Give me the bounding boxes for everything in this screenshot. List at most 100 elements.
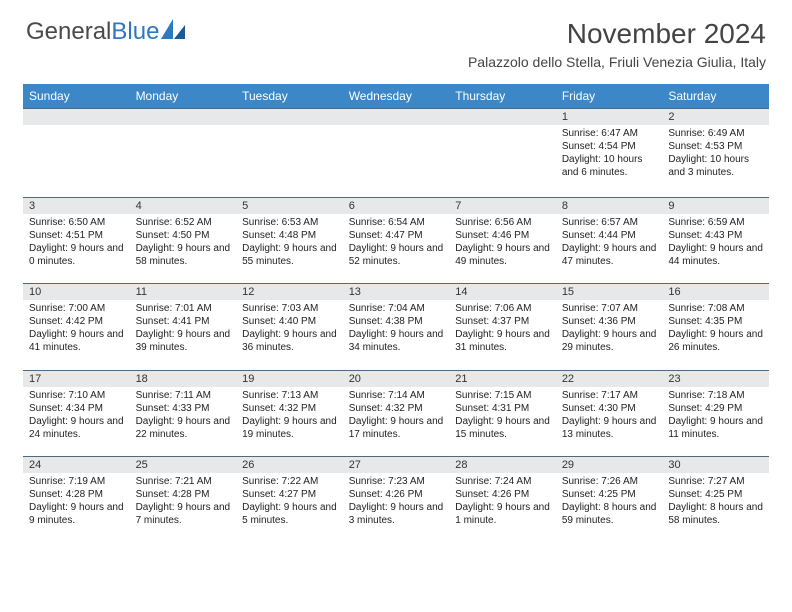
week-daynum-row: 17181920212223 <box>23 370 769 387</box>
sunrise-text: Sunrise: 6:50 AM <box>29 216 126 229</box>
sunset-text: Sunset: 4:54 PM <box>562 140 659 153</box>
calendar-table: Sunday Monday Tuesday Wednesday Thursday… <box>23 84 769 543</box>
day-number: 1 <box>562 111 568 123</box>
day-number: 13 <box>349 286 361 298</box>
sunset-text: Sunset: 4:37 PM <box>455 315 552 328</box>
sunrise-text: Sunrise: 7:15 AM <box>455 389 552 402</box>
day-cell: Sunrise: 6:54 AMSunset: 4:47 PMDaylight:… <box>343 214 450 284</box>
day-number-cell: 10 <box>23 284 130 301</box>
sunset-text: Sunset: 4:40 PM <box>242 315 339 328</box>
day-number-cell: 21 <box>449 370 556 387</box>
day-cell: Sunrise: 7:17 AMSunset: 4:30 PMDaylight:… <box>556 387 663 457</box>
day-number-cell: 28 <box>449 457 556 474</box>
sunrise-text: Sunrise: 7:22 AM <box>242 475 339 488</box>
day-number: 5 <box>242 200 248 212</box>
sunrise-text: Sunrise: 7:04 AM <box>349 302 446 315</box>
day-content: Sunrise: 7:15 AMSunset: 4:31 PMDaylight:… <box>449 387 556 445</box>
day-content: Sunrise: 6:54 AMSunset: 4:47 PMDaylight:… <box>343 214 450 272</box>
day-cell: Sunrise: 6:57 AMSunset: 4:44 PMDaylight:… <box>556 214 663 284</box>
day-content: Sunrise: 7:13 AMSunset: 4:32 PMDaylight:… <box>236 387 343 445</box>
week-body-row: Sunrise: 7:00 AMSunset: 4:42 PM Daylight:… <box>23 300 769 370</box>
sunrise-text: Sunrise: 7:08 AM <box>668 302 765 315</box>
sunset-text: Sunset: 4:42 PM <box>29 315 126 328</box>
day-content: Sunrise: 7:18 AMSunset: 4:29 PMDaylight:… <box>662 387 769 445</box>
day-cell: Sunrise: 6:50 AMSunset: 4:51 PMDaylight:… <box>23 214 130 284</box>
sunrise-text: Sunrise: 7:13 AM <box>242 389 339 402</box>
day-content: Sunrise: 6:52 AMSunset: 4:50 PMDaylight:… <box>130 214 237 272</box>
sunset-text: Sunset: 4:51 PM <box>29 229 126 242</box>
day-cell: Sunrise: 7:00 AMSunset: 4:42 PMDaylight:… <box>23 300 130 370</box>
day-number-cell <box>130 109 237 126</box>
title-block: November 2024 Palazzolo dello Stella, Fr… <box>468 18 766 70</box>
day-cell: Sunrise: 6:53 AMSunset: 4:48 PMDaylight:… <box>236 214 343 284</box>
day-number-cell: 9 <box>662 197 769 214</box>
page-header: GeneralBlue November 2024 Palazzolo dell… <box>0 0 792 74</box>
day-header: Thursday <box>449 84 556 109</box>
sunset-text: Sunset: 4:25 PM <box>562 488 659 501</box>
week-daynum-row: 12 <box>23 109 769 126</box>
day-number-cell: 26 <box>236 457 343 474</box>
sunset-text: Sunset: 4:26 PM <box>349 488 446 501</box>
sunset-text: Sunset: 4:27 PM <box>242 488 339 501</box>
day-number-cell: 4 <box>130 197 237 214</box>
brand-part1: General <box>26 18 111 46</box>
daylight-text: Daylight: 9 hours and 22 minutes. <box>136 415 233 441</box>
day-number: 24 <box>29 459 41 471</box>
day-number: 28 <box>455 459 467 471</box>
day-cell: Sunrise: 7:19 AMSunset: 4:28 PMDaylight:… <box>23 473 130 543</box>
day-number: 11 <box>136 286 147 298</box>
day-number-cell: 30 <box>662 457 769 474</box>
day-header: Tuesday <box>236 84 343 109</box>
day-cell: Sunrise: 7:13 AMSunset: 4:32 PMDaylight:… <box>236 387 343 457</box>
daylight-text: Daylight: 9 hours and 3 minutes. <box>349 501 446 527</box>
day-content: Sunrise: 6:47 AMSunset: 4:54 PMDaylight:… <box>556 125 663 183</box>
sunset-text: Sunset: 4:32 PM <box>242 402 339 415</box>
day-content: Sunrise: 7:10 AMSunset: 4:34 PMDaylight:… <box>23 387 130 445</box>
day-number-cell: 2 <box>662 109 769 126</box>
day-cell: Sunrise: 7:15 AMSunset: 4:31 PMDaylight:… <box>449 387 556 457</box>
sunrise-text: Sunrise: 6:54 AM <box>349 216 446 229</box>
day-number-cell <box>449 109 556 126</box>
daylight-text: Daylight: 9 hours and 19 minutes. <box>242 415 339 441</box>
day-content: Sunrise: 7:23 AMSunset: 4:26 PMDaylight:… <box>343 473 450 531</box>
day-content: Sunrise: 7:11 AMSunset: 4:33 PMDaylight:… <box>130 387 237 445</box>
day-number-cell: 15 <box>556 284 663 301</box>
daylight-text: Daylight: 9 hours and 1 minute. <box>455 501 552 527</box>
sunrise-text: Sunrise: 7:23 AM <box>349 475 446 488</box>
sunset-text: Sunset: 4:50 PM <box>136 229 233 242</box>
sunrise-text: Sunrise: 7:21 AM <box>136 475 233 488</box>
day-content: Sunrise: 7:22 AMSunset: 4:27 PMDaylight:… <box>236 473 343 531</box>
day-header: Friday <box>556 84 663 109</box>
day-number: 20 <box>349 373 361 385</box>
page-title: November 2024 <box>468 18 766 50</box>
sunrise-text: Sunrise: 6:53 AM <box>242 216 339 229</box>
day-number-cell: 24 <box>23 457 130 474</box>
day-number: 17 <box>29 373 41 385</box>
daylight-text: Daylight: 9 hours and 39 minutes. <box>136 328 233 354</box>
day-number-cell: 1 <box>556 109 663 126</box>
day-number-cell: 6 <box>343 197 450 214</box>
day-content: Sunrise: 6:49 AMSunset: 4:53 PMDaylight:… <box>662 125 769 183</box>
daylight-text: Daylight: 9 hours and 5 minutes. <box>242 501 339 527</box>
day-content: Sunrise: 7:19 AMSunset: 4:28 PMDaylight:… <box>23 473 130 531</box>
sunset-text: Sunset: 4:33 PM <box>136 402 233 415</box>
sunset-text: Sunset: 4:28 PM <box>136 488 233 501</box>
day-number-cell: 3 <box>23 197 130 214</box>
sunset-text: Sunset: 4:30 PM <box>562 402 659 415</box>
day-number: 16 <box>668 286 680 298</box>
sunset-text: Sunset: 4:31 PM <box>455 402 552 415</box>
day-number: 27 <box>349 459 361 471</box>
daylight-text: Daylight: 9 hours and 55 minutes. <box>242 242 339 268</box>
sunrise-text: Sunrise: 7:00 AM <box>29 302 126 315</box>
sunset-text: Sunset: 4:38 PM <box>349 315 446 328</box>
day-content <box>236 125 343 131</box>
day-number: 8 <box>562 200 568 212</box>
sunset-text: Sunset: 4:32 PM <box>349 402 446 415</box>
day-number: 7 <box>455 200 461 212</box>
sunset-text: Sunset: 4:36 PM <box>562 315 659 328</box>
daylight-text: Daylight: 9 hours and 26 minutes. <box>668 328 765 354</box>
day-number: 2 <box>668 111 674 123</box>
day-cell: Sunrise: 6:47 AMSunset: 4:54 PMDaylight:… <box>556 125 663 197</box>
day-header: Sunday <box>23 84 130 109</box>
daylight-text: Daylight: 9 hours and 0 minutes. <box>29 242 126 268</box>
